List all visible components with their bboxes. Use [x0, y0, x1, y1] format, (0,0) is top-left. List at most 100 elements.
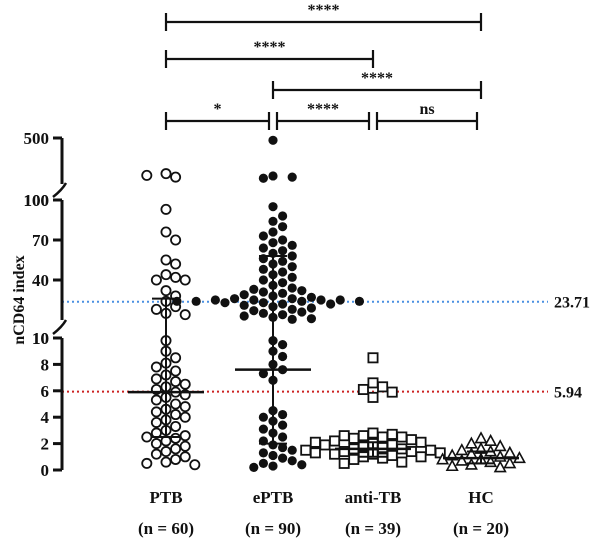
x-category-label: PTB: [149, 488, 182, 507]
data-point: [503, 456, 517, 469]
data-point: [239, 290, 249, 300]
data-point: [287, 172, 297, 182]
data-point: [278, 256, 288, 266]
data-point: [367, 391, 379, 403]
data-point: [239, 300, 249, 310]
y-tick-label: 0: [41, 461, 50, 480]
data-point: [170, 443, 182, 455]
data-point: [179, 411, 191, 423]
data-point: [455, 443, 469, 456]
data-point: [386, 428, 398, 440]
data-point: [179, 401, 191, 413]
data-point: [160, 203, 172, 215]
significance-bracket: ****: [164, 39, 375, 68]
data-point: [309, 436, 321, 448]
data-point: [396, 456, 408, 468]
data-point: [278, 453, 288, 463]
significance-label: ****: [307, 101, 339, 118]
significance-label: ****: [361, 70, 393, 87]
data-point: [396, 431, 408, 443]
data-point: [268, 135, 278, 145]
data-point: [278, 351, 288, 362]
data-point: [377, 452, 389, 464]
significance-bracket: ****: [275, 101, 371, 130]
data-point: [377, 431, 389, 443]
data-point: [425, 444, 437, 456]
data-points: [141, 135, 526, 473]
y-tick-label: 8: [41, 355, 50, 374]
data-point: [287, 262, 297, 272]
data-point: [170, 171, 182, 183]
data-point: [278, 246, 288, 256]
significance-bracket: ns: [375, 101, 479, 130]
axis-break-mark: [52, 182, 68, 198]
data-point: [268, 238, 278, 248]
data-point: [386, 386, 398, 398]
data-point: [354, 296, 365, 306]
data-point: [405, 434, 417, 446]
data-point: [367, 377, 379, 389]
data-point: [367, 352, 379, 364]
data-point: [258, 264, 268, 274]
data-point: [278, 288, 288, 298]
data-point: [170, 376, 182, 388]
data-point: [367, 427, 379, 439]
data-point: [415, 436, 427, 448]
y-tick-label: 2: [41, 435, 50, 454]
data-point: [249, 306, 259, 316]
data-point: [170, 453, 182, 465]
data-point: [278, 420, 288, 430]
data-point: [297, 286, 307, 296]
data-point: [338, 430, 350, 442]
data-point: [297, 307, 307, 317]
data-point: [316, 295, 326, 305]
data-point: [268, 461, 278, 471]
data-point: [229, 294, 240, 304]
y-tick-label: 100: [24, 191, 50, 210]
data-point: [287, 272, 297, 282]
x-axis-categories: PTB (n = 60) ePTB (n = 90) anti-TB (n = 39) HC…: [138, 488, 509, 538]
data-point: [179, 274, 191, 286]
data-point: [150, 416, 162, 428]
data-point: [258, 412, 268, 422]
data-point: [210, 295, 220, 305]
data-point: [141, 457, 153, 469]
y-tick-label: 4: [41, 408, 50, 427]
significance-label: ****: [308, 2, 340, 19]
data-point: [306, 292, 317, 302]
data-point: [278, 299, 288, 309]
data-point: [220, 298, 230, 308]
reference-line-label: 23.71: [554, 295, 590, 312]
data-point: [258, 173, 268, 183]
data-point: [335, 295, 345, 305]
data-point: [268, 227, 278, 237]
data-point: [297, 296, 307, 306]
data-point: [278, 432, 288, 442]
data-point: [268, 171, 278, 181]
data-point: [268, 202, 278, 212]
data-point: [278, 409, 288, 420]
reference-line-label: 5.94: [554, 385, 582, 402]
data-point: [179, 309, 191, 321]
x-category-count: (n = 60): [138, 519, 194, 538]
data-point: [278, 211, 288, 221]
data-point: [319, 439, 331, 451]
y-tick-label: 70: [32, 231, 49, 250]
y-tick-label: 100: [24, 191, 50, 210]
x-category-label: HC: [468, 488, 494, 507]
data-point: [338, 457, 350, 469]
y-tick-label: 500: [24, 129, 50, 148]
data-point: [141, 169, 153, 181]
axis-break-mark: [52, 319, 68, 335]
data-point: [179, 451, 191, 463]
data-point: [170, 234, 182, 246]
data-point: [160, 446, 172, 458]
data-point: [191, 296, 201, 306]
data-point: [287, 456, 297, 466]
data-point: [170, 365, 182, 377]
data-point: [170, 409, 182, 421]
data-point: [287, 314, 297, 324]
data-point: [278, 442, 288, 453]
data-point: [141, 431, 153, 443]
data-point: [348, 453, 360, 465]
